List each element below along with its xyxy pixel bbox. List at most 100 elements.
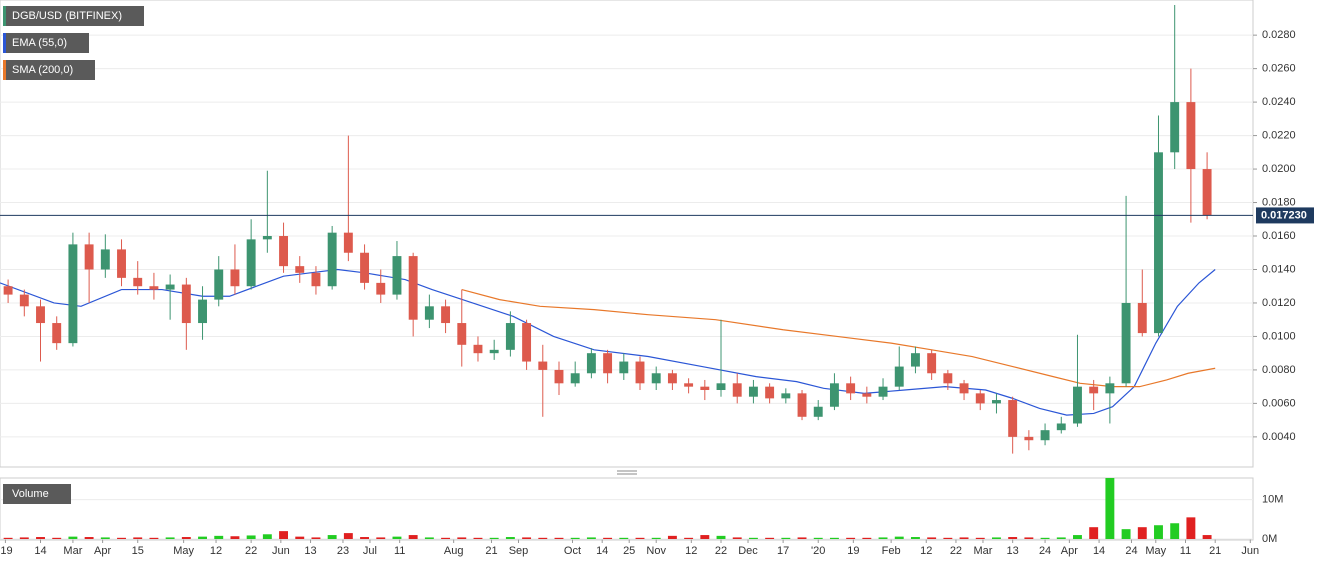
volume-bar <box>732 537 742 539</box>
candle-body <box>392 256 402 295</box>
volume-bar <box>489 537 499 539</box>
candle-body <box>927 353 937 374</box>
x-tick-label: Jul <box>363 545 377 557</box>
y-tick-label: 0.0120 <box>1262 297 1296 309</box>
y-tick-label: 0.0240 <box>1262 96 1296 108</box>
legend-entry-box <box>3 6 144 26</box>
volume-bar <box>230 536 240 539</box>
x-tick-label: 13 <box>304 545 316 557</box>
price-pane <box>0 0 1254 468</box>
volume-bar <box>343 533 353 539</box>
volume-bar <box>943 537 953 539</box>
x-tick-label: Feb <box>882 545 901 557</box>
volume-bar <box>1056 537 1066 539</box>
candle-body <box>165 284 175 290</box>
volume-bar <box>846 537 856 539</box>
volume-bar <box>117 537 126 539</box>
candle-body <box>1170 102 1180 153</box>
x-tick-label: 12 <box>210 545 222 557</box>
volume-bar <box>376 537 386 539</box>
candle-body <box>198 299 207 324</box>
volume-bar <box>992 537 1001 539</box>
volume-bar <box>295 536 305 539</box>
candle-body <box>1154 152 1163 334</box>
volume-bar <box>100 537 110 539</box>
candle-body <box>52 323 62 344</box>
candle-body <box>327 232 337 287</box>
volume-bar <box>570 537 580 539</box>
candle-body <box>716 383 726 391</box>
volume-bar <box>959 537 969 539</box>
volume-tick-label: 10M <box>1262 494 1283 506</box>
volume-bar <box>19 537 29 539</box>
x-tick-label: Mar <box>973 545 992 557</box>
candle-body <box>246 239 256 287</box>
candle-body <box>797 393 807 417</box>
volume-legend-text: Volume <box>12 488 49 500</box>
candle-body <box>748 386 758 397</box>
x-tick-label: 24 <box>1125 545 1137 557</box>
volume-bar <box>894 536 904 539</box>
x-tick-label: Oct <box>564 545 581 557</box>
volume-bar <box>554 537 564 539</box>
candle-body <box>570 373 580 384</box>
volume-bar <box>327 535 337 539</box>
volume-bar <box>1170 523 1180 539</box>
volume-bar <box>1024 537 1034 539</box>
candle-body <box>376 282 386 295</box>
candle-body <box>133 277 143 287</box>
volume-bar <box>424 537 434 539</box>
candle-body <box>473 344 483 354</box>
x-tick-label: 13 <box>1007 545 1019 557</box>
volume-bar <box>473 537 483 539</box>
volume-bar <box>311 537 321 539</box>
candle-body <box>619 361 629 374</box>
candle-body <box>279 236 289 267</box>
candle-body <box>19 294 29 307</box>
x-tick-label: 21 <box>1209 545 1221 557</box>
candle-body <box>424 306 434 320</box>
volume-bar <box>52 537 62 539</box>
volume-bar <box>716 535 726 539</box>
candle-body <box>1186 102 1196 170</box>
x-tick-label: 14 <box>34 545 46 557</box>
volume-bar <box>927 537 937 539</box>
last-price-label: 0.017230 <box>1261 209 1307 221</box>
volume-bar <box>781 537 791 539</box>
volume-bar <box>829 537 839 539</box>
volume-bar <box>360 537 370 539</box>
candle-body <box>3 286 13 295</box>
candle-body <box>505 323 515 350</box>
y-tick-label: 0.0140 <box>1262 263 1296 275</box>
candle-body <box>765 386 775 399</box>
y-tick-label: 0.0280 <box>1262 29 1296 41</box>
x-tick-label: Jun <box>1241 545 1259 557</box>
candle-body <box>586 353 596 374</box>
volume-bar <box>68 536 78 539</box>
volume-bar <box>603 537 613 539</box>
volume-bar <box>1105 478 1115 539</box>
volume-bar <box>667 535 677 539</box>
candle-body <box>603 353 613 374</box>
candle-body <box>1105 383 1115 394</box>
volume-bar <box>700 535 710 539</box>
volume-bar <box>878 537 888 539</box>
candle-body <box>635 361 645 384</box>
candle-body <box>181 284 191 324</box>
x-tick-label: Jun <box>272 545 290 557</box>
x-tick-label: 24 <box>1039 545 1051 557</box>
candle-body <box>441 306 451 324</box>
volume-bar <box>522 537 532 539</box>
volume-bar <box>813 537 823 539</box>
y-tick-label: 0.0080 <box>1262 364 1296 376</box>
last-price-box <box>1256 207 1314 224</box>
candle-body <box>360 252 370 283</box>
candle-body <box>732 383 742 397</box>
candle-body <box>489 349 499 354</box>
x-tick-label: 25 <box>623 545 635 557</box>
candle-body <box>1202 169 1212 216</box>
volume-bar <box>408 535 418 539</box>
candle-body <box>894 366 904 387</box>
candle-body <box>667 373 677 384</box>
y-tick-label: 0.0200 <box>1262 163 1296 175</box>
